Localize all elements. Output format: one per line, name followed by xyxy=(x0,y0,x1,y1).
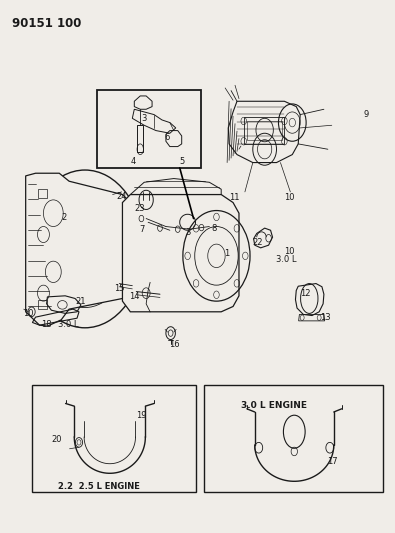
Text: 3: 3 xyxy=(141,114,147,123)
Text: 10: 10 xyxy=(23,309,34,318)
Polygon shape xyxy=(122,195,239,312)
Text: 90151 100: 90151 100 xyxy=(12,17,81,30)
Text: 3.0 L: 3.0 L xyxy=(58,320,79,329)
Text: 18: 18 xyxy=(41,320,52,329)
Text: 9: 9 xyxy=(363,110,369,119)
Text: 21: 21 xyxy=(76,297,87,306)
Text: 14: 14 xyxy=(130,292,140,301)
Text: 3.0 L: 3.0 L xyxy=(276,255,297,264)
Text: 7: 7 xyxy=(139,225,145,234)
Text: 20: 20 xyxy=(51,435,62,445)
Text: 2: 2 xyxy=(61,213,66,222)
Text: 6: 6 xyxy=(164,133,169,142)
Text: 1: 1 xyxy=(224,249,229,258)
Polygon shape xyxy=(26,173,130,326)
Text: 16: 16 xyxy=(169,340,180,349)
Text: 2.2  2.5 L ENGINE: 2.2 2.5 L ENGINE xyxy=(58,482,140,491)
Text: 12: 12 xyxy=(300,289,311,298)
Polygon shape xyxy=(228,101,300,163)
Text: 23: 23 xyxy=(134,204,145,213)
Text: 3: 3 xyxy=(185,228,190,237)
Text: 24: 24 xyxy=(117,192,127,201)
Text: 19: 19 xyxy=(136,411,147,421)
Text: 11: 11 xyxy=(229,193,240,203)
Text: 8: 8 xyxy=(211,224,216,233)
Text: 10: 10 xyxy=(284,247,295,256)
Text: 13: 13 xyxy=(320,313,331,322)
Text: 5: 5 xyxy=(180,157,185,166)
Text: 3.0 L ENGINE: 3.0 L ENGINE xyxy=(241,401,307,410)
Text: 4: 4 xyxy=(130,157,135,166)
Text: 10: 10 xyxy=(284,193,295,203)
Text: 17: 17 xyxy=(327,457,338,466)
Text: 22: 22 xyxy=(253,238,263,247)
Text: 15: 15 xyxy=(115,284,125,293)
